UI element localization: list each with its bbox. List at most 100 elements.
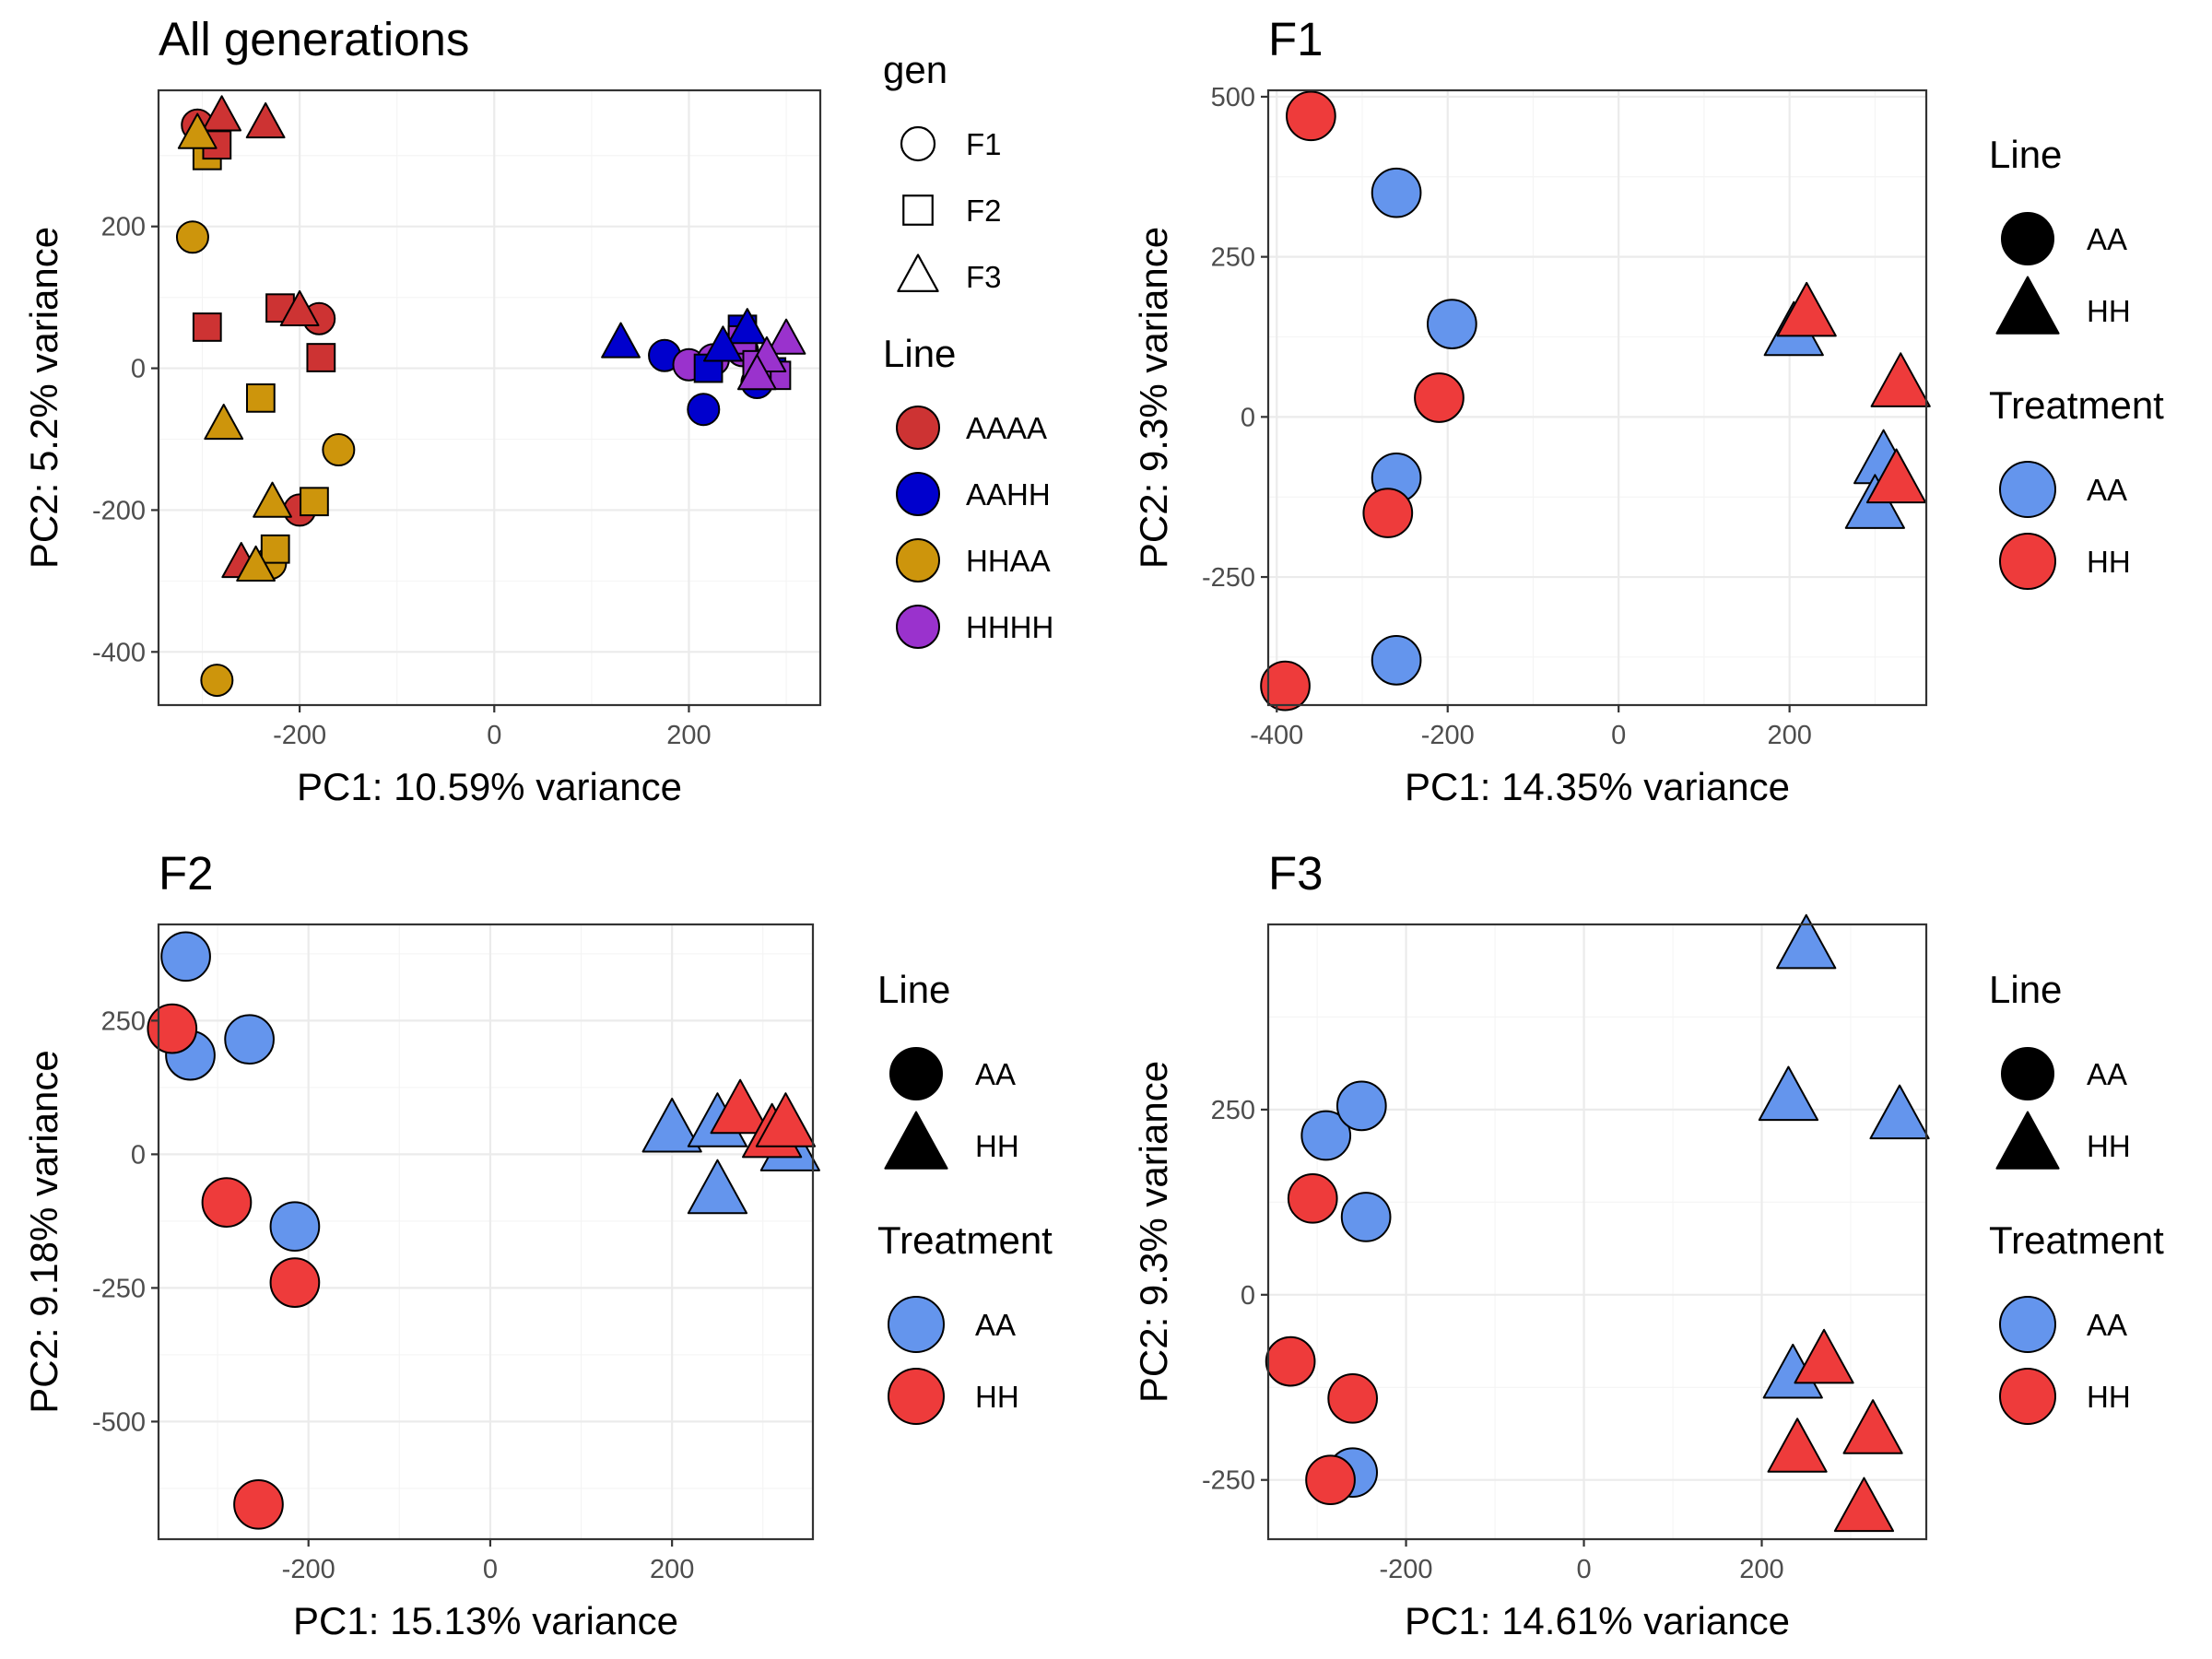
data-point (687, 393, 721, 427)
y-tick-label: -200 (92, 496, 146, 525)
data-point (641, 1097, 702, 1153)
legend-label: HH (2087, 1380, 2131, 1414)
y-tick-label: -400 (92, 638, 146, 667)
legend-key (1999, 461, 2056, 518)
legend-title: Line (1989, 133, 2062, 176)
panel-border (1266, 923, 1928, 1541)
data-point (1287, 1172, 1338, 1224)
legend-label: AA (2087, 222, 2127, 256)
x-tick-label: 200 (1739, 1555, 1783, 1584)
data-point (727, 308, 768, 345)
y-axis-title: PC2: 9.3% variance (1132, 1061, 1175, 1403)
legend-title: Line (883, 332, 956, 375)
data-point (1286, 90, 1336, 142)
data-point (160, 931, 211, 982)
data-point (1794, 1328, 1854, 1384)
data-point (260, 534, 290, 564)
x-tick-label: 200 (650, 1555, 694, 1584)
legend-key (1999, 1296, 2056, 1353)
y-tick-label: -500 (92, 1407, 146, 1437)
data-point (245, 102, 286, 139)
data-point (192, 312, 222, 342)
legend-title: Treatment (1989, 1218, 2164, 1262)
y-tick-label: 500 (1211, 83, 1255, 112)
data-point (687, 1159, 748, 1215)
x-tick-label: -200 (282, 1555, 335, 1584)
legend-key (896, 605, 940, 649)
data-point (1414, 372, 1465, 423)
data-point (175, 220, 209, 254)
x-tick-label: -200 (273, 721, 326, 750)
plot-background (1268, 90, 1926, 705)
data-point (1869, 1084, 1930, 1140)
data-point (1362, 488, 1414, 538)
y-tick-label: 200 (101, 213, 146, 242)
y-axis-title: PC2: 9.3% variance (1132, 227, 1175, 569)
data-point (269, 1257, 321, 1308)
legend-key (888, 1368, 945, 1425)
legend: Line AA HH Treatment AA HH (877, 968, 1053, 1425)
legend-title: Treatment (877, 1218, 1053, 1262)
legend-key (2001, 1047, 2054, 1100)
x-tick-label: -200 (1421, 721, 1475, 750)
legend: gen F1 F2 F3 Line AAAA AAHH HHAA HHHH (883, 48, 1053, 649)
legend-key (1995, 276, 2060, 335)
x-axis-title: PC1: 15.13% variance (293, 1599, 678, 1642)
data-point (201, 1177, 253, 1228)
data-point (1300, 1110, 1352, 1161)
data-point (1335, 1080, 1387, 1132)
data-point (269, 1201, 321, 1253)
legend-label: HHAA (966, 544, 1051, 578)
data-point (1833, 1477, 1895, 1533)
data-point (202, 95, 242, 132)
legend-key (900, 125, 936, 162)
panel-border (1266, 88, 1928, 707)
x-tick-label: 0 (1576, 1555, 1591, 1584)
data-point (233, 1478, 284, 1530)
legend-title: Line (877, 968, 950, 1011)
x-tick-label: 200 (666, 721, 711, 750)
legend-label: AAHH (966, 477, 1051, 512)
legend-label: HH (975, 1380, 1019, 1414)
panel-border (157, 923, 815, 1541)
y-tick-label: -250 (1202, 563, 1255, 593)
legend-key (1999, 533, 2056, 590)
data-point (177, 112, 218, 149)
data-point (736, 354, 777, 391)
y-tick-label: 0 (1241, 1281, 1255, 1311)
legend-title: Line (1989, 968, 2062, 1011)
legend-label: AA (2087, 1057, 2127, 1091)
data-point (1842, 1399, 1903, 1454)
y-tick-label: 250 (1211, 1096, 1255, 1125)
data-point (766, 318, 806, 355)
data-point (1371, 167, 1422, 218)
x-tick-label: 200 (1767, 721, 1811, 750)
legend-key (896, 538, 940, 582)
data-point (1776, 913, 1837, 970)
x-tick-label: -400 (1250, 721, 1303, 750)
x-tick-label: -200 (1380, 1555, 1433, 1584)
data-point (1260, 660, 1311, 712)
panel-title: F1 (1268, 13, 1324, 65)
legend-label: AA (2087, 473, 2127, 507)
panel-4: -200 0 200 -250 0 250 F3 PC1: 14.61% variance PC… (1132, 847, 2164, 1642)
data-point (322, 433, 356, 467)
data-point (224, 1014, 275, 1065)
y-tick-label: -250 (1202, 1466, 1255, 1496)
legend-label: AA (2087, 1308, 2127, 1342)
x-tick-label: 0 (1611, 721, 1626, 750)
data-point (1870, 352, 1931, 407)
data-point (1305, 1454, 1356, 1506)
legend-key (888, 1296, 945, 1353)
x-axis-title: PC1: 14.35% variance (1405, 765, 1790, 808)
legend-title: Treatment (1989, 383, 2164, 427)
panel-title: F3 (1268, 847, 1324, 900)
x-axis-title: PC1: 14.61% variance (1405, 1599, 1790, 1642)
legend-label: HH (2087, 545, 2131, 579)
data-point (300, 487, 329, 517)
legend-label: F2 (966, 194, 1002, 228)
legend-label: HH (2087, 1129, 2131, 1163)
data-point (710, 1078, 771, 1135)
legend-label: F1 (966, 127, 1002, 161)
